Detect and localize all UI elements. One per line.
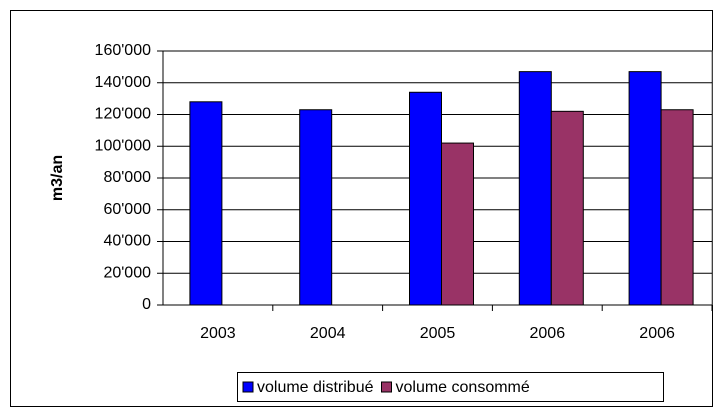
x-tick-label: 2004 — [310, 325, 346, 342]
legend-swatch — [242, 381, 254, 393]
y-tick-label: 60'000 — [103, 201, 151, 218]
bar — [518, 71, 552, 306]
bar — [189, 101, 223, 306]
legend-swatch — [381, 381, 392, 393]
y-tick-label: 80'000 — [103, 169, 151, 186]
y-axis-label: m3/an — [49, 155, 66, 201]
legend-box — [237, 372, 664, 402]
y-tick-label: 140'000 — [95, 74, 152, 91]
y-tick-label: 40'000 — [103, 233, 151, 250]
bar — [550, 110, 584, 306]
x-tick-label: 2006 — [639, 325, 675, 342]
bar — [628, 71, 662, 306]
y-tick-label: 20'000 — [103, 264, 151, 281]
y-tick-label: 100'000 — [95, 137, 152, 154]
legend-label: volume distribué — [257, 379, 374, 396]
x-tick-label: 2006 — [530, 325, 566, 342]
bar — [660, 109, 694, 306]
legend-label: volume consommé — [396, 379, 530, 396]
bar — [299, 109, 333, 306]
x-tick-label: 2005 — [420, 325, 456, 342]
bar — [409, 91, 442, 306]
y-tick-label: 0 — [142, 296, 151, 313]
y-tick-label: 120'000 — [95, 106, 152, 123]
bar — [441, 142, 474, 306]
x-tick-label: 2003 — [200, 325, 236, 342]
y-tick-label: 160'000 — [95, 42, 152, 59]
